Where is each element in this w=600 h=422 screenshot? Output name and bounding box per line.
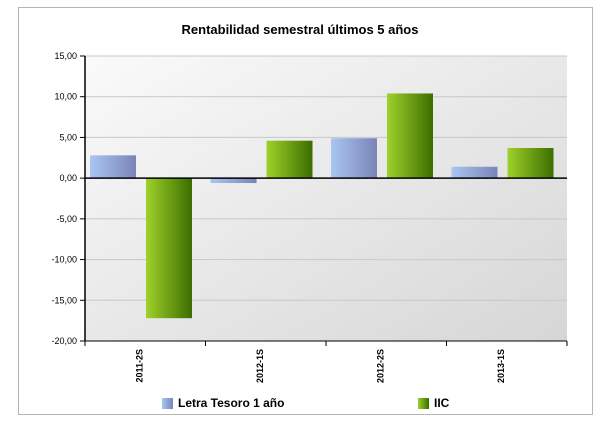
y-tick-label: 10,00 (54, 92, 77, 102)
bar-letra-tesoro (210, 178, 257, 184)
chart-title: Rentabilidad semestral últimos 5 años (181, 22, 419, 37)
x-tick-label: 2011-2S (134, 349, 144, 383)
legend-item-letra: Letra Tesoro 1 año (162, 396, 284, 410)
legend-swatch-icon (418, 397, 429, 409)
bar-letra-tesoro (90, 155, 136, 179)
x-tick-label: 2012-2S (375, 349, 385, 383)
y-tick-label: 15,00 (54, 51, 77, 61)
x-tick-label: 2013-1S (496, 349, 506, 383)
y-tick-label: -10,00 (51, 255, 77, 265)
y-tick-label: -20,00 (51, 336, 77, 346)
legend-label: Letra Tesoro 1 año (178, 396, 285, 410)
bar-iic (507, 148, 554, 179)
y-tick-label: -15,00 (51, 295, 77, 305)
y-tick-label: 5,00 (59, 132, 77, 142)
bar-letra-tesoro (451, 166, 498, 179)
bar-letra-tesoro (331, 138, 377, 179)
bar-iic (146, 178, 192, 319)
x-tick-label: 2012-1S (255, 349, 265, 383)
legend-item-iic: IIC (418, 396, 449, 410)
bar-iic (387, 93, 433, 179)
legend-swatch-icon (162, 397, 173, 409)
y-tick-label: 0,00 (59, 173, 77, 183)
legend-label: IIC (434, 396, 450, 410)
y-tick-label: -5,00 (56, 214, 77, 224)
bar-iic (266, 140, 313, 179)
